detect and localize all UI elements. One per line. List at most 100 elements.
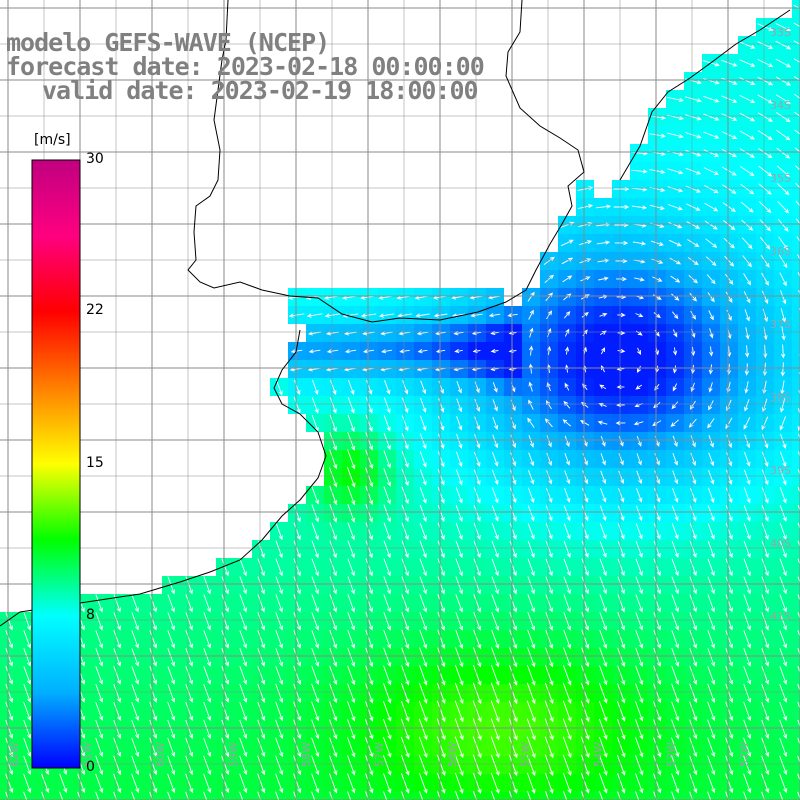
wind-arrow (435, 349, 446, 354)
field-cell (792, 414, 800, 432)
wind-arrow (684, 96, 702, 103)
wind-arrow (761, 594, 769, 613)
wind-arrow (362, 349, 375, 354)
field-cell (612, 792, 630, 800)
wind-arrow (740, 183, 755, 195)
field-cell (792, 738, 800, 756)
wind-arrow (311, 414, 319, 432)
wind-arrow (654, 470, 661, 485)
wind-arrow (437, 469, 445, 486)
wind-arrow (775, 22, 792, 32)
wind-arrow (455, 558, 463, 577)
wind-arrow (617, 594, 625, 613)
wind-arrow (563, 558, 571, 577)
wind-arrow (311, 540, 319, 559)
wind-arrow (365, 594, 373, 613)
wind-arrow (709, 346, 714, 357)
wind-arrow (616, 276, 627, 282)
wind-arrow (722, 202, 737, 213)
field-cell (450, 792, 468, 800)
field-cell (468, 792, 486, 800)
wind-arrow (671, 311, 679, 320)
wind-arrow (293, 558, 301, 577)
field-cell (414, 792, 432, 800)
wind-arrow (761, 416, 769, 431)
wind-arrow (329, 449, 338, 470)
wind-arrow (637, 365, 641, 374)
wind-arrow (527, 505, 535, 522)
wind-arrow (669, 239, 682, 247)
wind-arrow (419, 451, 427, 468)
wind-arrow (672, 487, 679, 503)
wind-arrow (743, 558, 751, 577)
wind-arrow (780, 290, 787, 305)
wind-arrow (437, 558, 445, 577)
wind-arrow (690, 364, 696, 375)
wind-arrow (668, 221, 683, 229)
wind-arrow (775, 76, 792, 86)
wind-arrow (564, 453, 570, 466)
field-cell (792, 216, 800, 234)
colorbar-tick-8: 8 (86, 607, 95, 623)
field-cell (594, 792, 612, 800)
wind-arrow (366, 379, 373, 395)
wind-arrow (793, 76, 800, 81)
wind-arrow (257, 576, 265, 595)
wind-arrow (599, 523, 607, 540)
wind-arrow (686, 203, 701, 211)
wind-arrow (793, 58, 800, 63)
wind-arrow (798, 390, 800, 396)
colorbar-scale (31, 159, 81, 769)
wind-arrow (581, 505, 589, 522)
wind-arrow (797, 424, 800, 431)
wind-arrow (383, 468, 392, 487)
wind-arrow (437, 504, 445, 522)
field-cell (342, 792, 360, 800)
wind-arrow (797, 576, 800, 584)
wind-arrow (797, 594, 800, 602)
wind-arrow (473, 576, 481, 595)
wind-arrow (794, 165, 800, 171)
wind-arrow (23, 612, 31, 631)
wind-arrow (739, 94, 756, 104)
wind-arrow (793, 22, 800, 27)
wind-arrow (492, 399, 498, 412)
wind-arrow (744, 434, 751, 449)
wind-arrow (635, 540, 643, 558)
wind-arrow (797, 540, 800, 548)
wind-arrow (365, 522, 373, 541)
wind-arrow (672, 470, 679, 485)
wind-arrow (527, 487, 535, 504)
wind-arrow (401, 594, 410, 613)
wind-arrow (776, 165, 790, 177)
wind-arrow (707, 558, 715, 577)
wind-arrow (529, 345, 534, 356)
wind-arrow (726, 452, 733, 467)
wind-arrow (653, 594, 661, 613)
wind-arrow (564, 470, 571, 485)
wind-arrow (703, 113, 720, 121)
wind-arrow (347, 504, 356, 523)
wind-arrow (595, 204, 612, 209)
colorbar-tick-30: 30 (86, 151, 104, 167)
field-cell (792, 594, 800, 612)
wind-arrow (797, 504, 800, 512)
wind-arrow (401, 486, 409, 505)
wind-arrow (347, 558, 355, 577)
wind-arrow (491, 505, 499, 522)
wind-arrow (721, 77, 738, 85)
wind-arrow (401, 397, 409, 414)
field-cell (288, 792, 306, 800)
wind-arrow (221, 612, 229, 631)
wind-arrow (365, 612, 374, 631)
field-cell (792, 666, 800, 684)
field-cell (54, 792, 72, 800)
field-cell (792, 360, 800, 378)
field-cell (198, 792, 216, 800)
wind-arrow (329, 414, 337, 433)
wind-arrow (672, 365, 678, 374)
wind-arrow (739, 41, 756, 49)
field-cell (432, 792, 450, 800)
wind-arrow (401, 540, 409, 559)
wind-arrow (757, 58, 774, 68)
